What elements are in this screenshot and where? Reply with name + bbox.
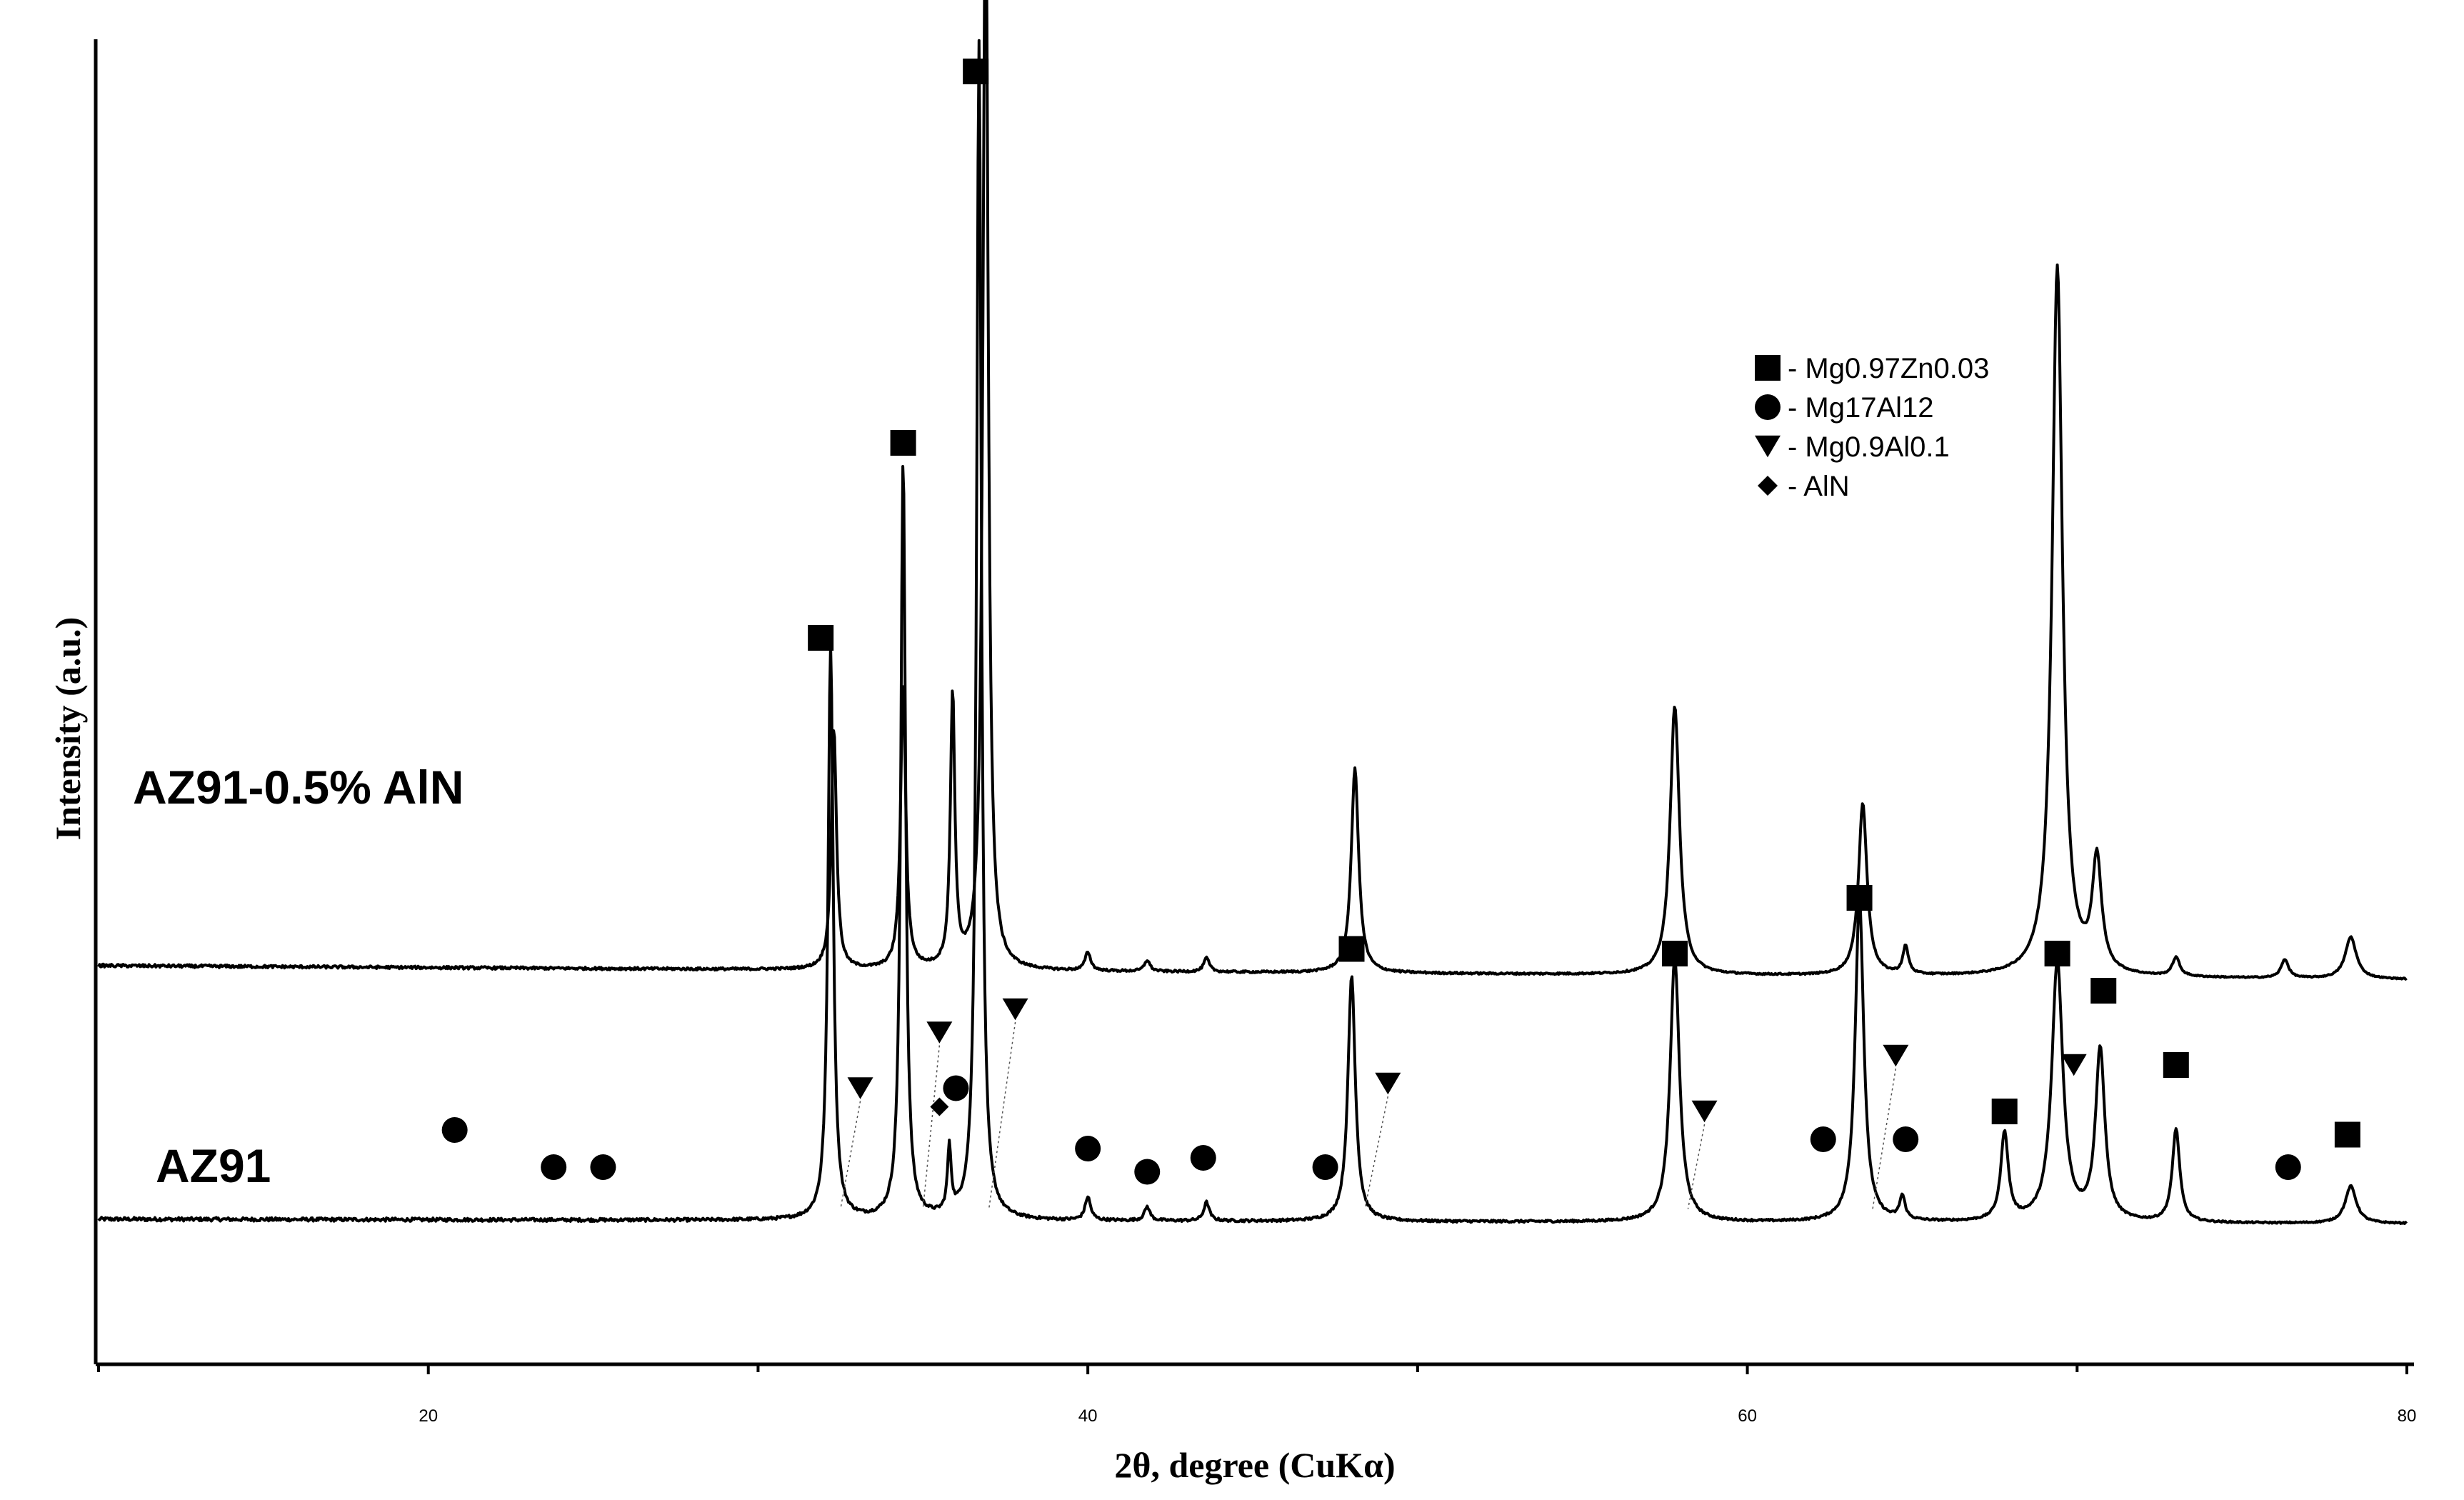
phase-marker-square [963,59,989,84]
phase-marker-circle [1075,1136,1101,1161]
phase-marker-circle [541,1154,567,1180]
axes [94,39,2414,1366]
phase-marker-circle [2275,1154,2301,1180]
marker-leader-line [922,1045,941,1209]
phase-marker-square [2044,941,2070,966]
series-labels: AZ91-0.5% AlN AZ91 [133,761,464,1192]
marker-leader-line [1872,1068,1897,1209]
phase-marker-circle [441,1117,468,1143]
legend: - Mg0.97Zn0.03 - Mg17Al12 - Mg0.9Al0.1 - Al… [1755,353,1989,502]
phase-marker-triangle-down [2060,1054,2087,1076]
legend-label: - Mg0.97Zn0.03 [1788,353,1989,384]
series-trace-0 [97,39,2408,1225]
phase-marker-square [1846,885,1873,911]
phase-marker-square [2163,1052,2189,1078]
legend-symbol-square [1755,355,1781,381]
x-axis-title: 2θ, degree (CuKα) [1114,1445,1395,1485]
legend-label: - Mg17Al12 [1788,392,1934,424]
phase-marker-circle [1134,1159,1161,1185]
phase-marker-circle [1810,1126,1836,1152]
phase-marker-square [1991,1099,2018,1124]
phase-marker-circle [1190,1145,1216,1171]
series-label-0: AZ91-0.5% AlN [133,761,464,814]
phase-marker-square [808,625,834,651]
legend-symbol-triangle-down [1755,435,1781,458]
phase-marker-triangle-down [1375,1072,1401,1095]
marker-leader-line [1364,1096,1389,1209]
traces [97,0,2408,1225]
phase-marker-diamond [930,1097,949,1116]
marker-leader-line [840,1101,861,1209]
phase-marker-square [1338,936,1365,962]
legend-symbol-diamond [1758,476,1778,496]
phase-marker-triangle-down [1691,1100,1718,1123]
phase-marker-circle [943,1075,969,1101]
phase-marker-triangle-down [1883,1044,1909,1067]
legend-label: - AlN [1788,471,1850,502]
phase-marker-square [1661,941,1688,966]
x-tick-label: 20 [419,1406,438,1426]
phase-marker-triangle-down [926,1021,953,1044]
legend-symbol-circle [1755,394,1781,420]
legend-label: - Mg0.9Al0.1 [1788,431,1950,463]
phase-marker-circle [1893,1126,1919,1152]
phase-marker-square [890,430,916,456]
series-label-1: AZ91 [156,1139,271,1192]
marker-leader-line [988,1021,1016,1209]
phase-marker-circle [590,1154,616,1180]
marker-leader-line [1687,1124,1706,1209]
y-axis-title: Intensity (a.u.) [48,617,88,841]
phase-marker-circle [1312,1154,1338,1180]
phase-marker-square [2090,978,2117,1004]
series-trace-1 [97,0,2408,981]
x-tick-label: 60 [1738,1406,1757,1426]
phase-markers [441,59,2360,1209]
x-ticks: 20 40 60 80 [97,1364,2417,1426]
phase-marker-triangle-down [847,1077,873,1099]
x-tick-label: 80 [2398,1406,2417,1426]
phase-marker-triangle-down [1002,998,1028,1021]
x-tick-label: 40 [1078,1406,1098,1426]
phase-marker-square [2334,1121,2360,1148]
